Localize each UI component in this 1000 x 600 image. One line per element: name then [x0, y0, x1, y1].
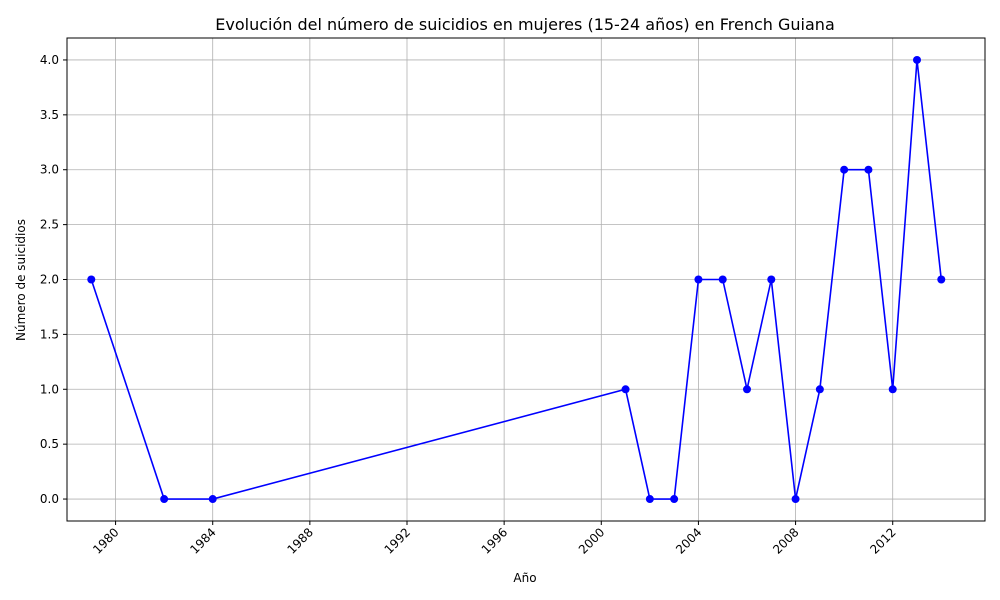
chart-title: Evolución del número de suicidios en muj… [215, 15, 835, 34]
data-point [645, 495, 654, 504]
y-tick-label: 2.5 [40, 218, 59, 232]
x-tick-label: 1992 [382, 525, 413, 556]
y-tick-label: 3.0 [40, 163, 59, 177]
x-tick-label: 2008 [770, 525, 801, 556]
data-point [743, 385, 751, 394]
x-tick-label: 1984 [187, 525, 218, 556]
y-axis-label: Número de suicidios [14, 219, 28, 341]
y-tick-label: 0.0 [40, 492, 59, 506]
x-tick-label: 2004 [673, 525, 704, 556]
data-point [815, 385, 824, 394]
data-point [208, 495, 217, 504]
data-point [913, 55, 921, 64]
plot-frame [66, 37, 986, 522]
x-tick-label: 1996 [479, 525, 510, 556]
y-tick-label: 2.0 [40, 273, 59, 287]
axis-ticks: 1980 1984 1988 1992 1996 2000 2004 2008 2012 0.0 0… [40, 53, 899, 557]
y-tick-label: 1.5 [40, 327, 59, 341]
data-point [670, 495, 679, 504]
x-axis-label: Año [513, 571, 536, 585]
data-point [87, 275, 96, 284]
data-point [864, 165, 873, 174]
data-point [888, 385, 897, 394]
data-point [694, 275, 703, 284]
y-tick-label: 4.0 [40, 53, 59, 67]
data-point [937, 275, 946, 284]
data-point [160, 495, 169, 504]
y-tick-label: 1.0 [40, 382, 59, 396]
y-tick-label: 0.5 [40, 437, 59, 451]
data-point [718, 275, 727, 284]
series [87, 55, 946, 504]
grid [67, 38, 985, 521]
x-tick-label: 1980 [90, 525, 121, 556]
data-point [791, 495, 800, 504]
data-point [840, 165, 849, 174]
y-tick-label: 3.5 [40, 108, 59, 122]
data-point [621, 385, 630, 394]
x-tick-label: 2012 [867, 525, 898, 556]
x-tick-label: 1988 [284, 525, 315, 556]
x-tick-label: 2000 [576, 525, 607, 556]
data-point [767, 275, 776, 284]
